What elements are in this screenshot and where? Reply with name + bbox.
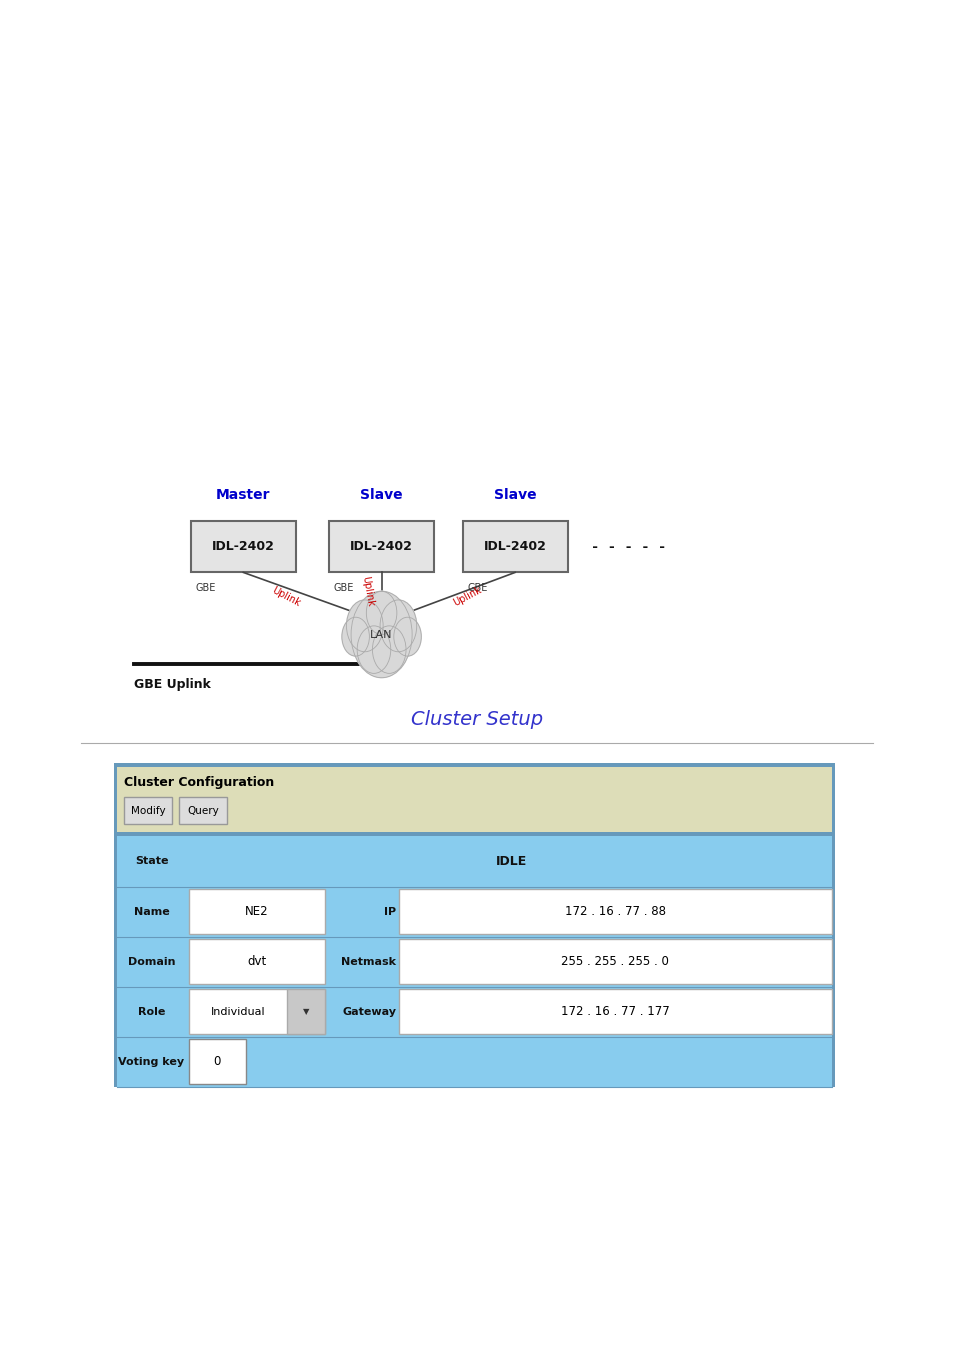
FancyBboxPatch shape bbox=[398, 890, 831, 934]
FancyBboxPatch shape bbox=[398, 940, 831, 984]
FancyBboxPatch shape bbox=[117, 887, 831, 937]
FancyBboxPatch shape bbox=[117, 987, 831, 1037]
Text: Netmask: Netmask bbox=[340, 957, 395, 967]
Text: Individual: Individual bbox=[211, 1007, 265, 1017]
Circle shape bbox=[356, 626, 391, 674]
FancyBboxPatch shape bbox=[398, 990, 831, 1034]
FancyBboxPatch shape bbox=[117, 837, 831, 887]
Text: - - - - -: - - - - - bbox=[591, 540, 666, 553]
FancyBboxPatch shape bbox=[117, 937, 831, 987]
FancyBboxPatch shape bbox=[117, 1038, 186, 1085]
Circle shape bbox=[341, 617, 369, 656]
Text: IDL-2402: IDL-2402 bbox=[483, 540, 546, 553]
Circle shape bbox=[379, 599, 416, 652]
Text: dvt: dvt bbox=[247, 954, 267, 968]
Text: GBE Uplink: GBE Uplink bbox=[133, 678, 211, 691]
Text: IP: IP bbox=[383, 907, 395, 917]
Text: GBE: GBE bbox=[334, 583, 354, 593]
FancyBboxPatch shape bbox=[117, 767, 831, 833]
Text: IDL-2402: IDL-2402 bbox=[350, 540, 413, 553]
Text: LAN: LAN bbox=[370, 629, 393, 640]
Text: Modify: Modify bbox=[131, 806, 165, 815]
FancyBboxPatch shape bbox=[191, 521, 295, 572]
Text: Cluster Configuration: Cluster Configuration bbox=[124, 776, 274, 790]
Text: GBE: GBE bbox=[467, 583, 487, 593]
Text: ▼: ▼ bbox=[303, 1007, 309, 1017]
FancyBboxPatch shape bbox=[329, 521, 434, 572]
FancyBboxPatch shape bbox=[117, 938, 186, 985]
FancyBboxPatch shape bbox=[117, 988, 186, 1035]
FancyBboxPatch shape bbox=[117, 1037, 831, 1087]
Text: 172 . 16 . 77 . 177: 172 . 16 . 77 . 177 bbox=[560, 1006, 669, 1018]
Circle shape bbox=[372, 626, 406, 674]
Circle shape bbox=[351, 591, 412, 678]
FancyBboxPatch shape bbox=[179, 798, 227, 825]
FancyBboxPatch shape bbox=[189, 940, 325, 984]
FancyBboxPatch shape bbox=[124, 798, 172, 825]
Text: Role: Role bbox=[138, 1007, 165, 1017]
Text: Uplink: Uplink bbox=[359, 575, 375, 608]
FancyBboxPatch shape bbox=[117, 838, 186, 886]
Text: 255 . 255 . 255 . 0: 255 . 255 . 255 . 0 bbox=[561, 954, 669, 968]
FancyBboxPatch shape bbox=[189, 1040, 246, 1084]
Text: IDLE: IDLE bbox=[496, 855, 527, 868]
Text: Query: Query bbox=[187, 806, 219, 815]
Circle shape bbox=[394, 617, 421, 656]
FancyBboxPatch shape bbox=[117, 888, 186, 936]
Text: Domain: Domain bbox=[128, 957, 175, 967]
Text: State: State bbox=[134, 856, 168, 867]
Text: 0: 0 bbox=[213, 1056, 221, 1068]
Circle shape bbox=[346, 599, 383, 652]
Text: IDL-2402: IDL-2402 bbox=[212, 540, 274, 553]
Text: Master: Master bbox=[215, 489, 271, 502]
Text: 172 . 16 . 77 . 88: 172 . 16 . 77 . 88 bbox=[564, 904, 665, 918]
Text: Voting key: Voting key bbox=[118, 1057, 185, 1066]
FancyBboxPatch shape bbox=[462, 521, 567, 572]
Text: Uplink: Uplink bbox=[451, 585, 483, 609]
Text: Gateway: Gateway bbox=[342, 1007, 395, 1017]
FancyBboxPatch shape bbox=[189, 990, 325, 1034]
FancyBboxPatch shape bbox=[287, 990, 325, 1034]
FancyBboxPatch shape bbox=[114, 763, 834, 1087]
Text: NE2: NE2 bbox=[245, 904, 269, 918]
Text: Uplink: Uplink bbox=[270, 585, 302, 609]
Text: Name: Name bbox=[133, 907, 170, 917]
Circle shape bbox=[366, 591, 396, 634]
Text: Slave: Slave bbox=[494, 489, 536, 502]
Text: Slave: Slave bbox=[360, 489, 402, 502]
FancyBboxPatch shape bbox=[189, 890, 325, 934]
Text: Cluster Setup: Cluster Setup bbox=[411, 710, 542, 729]
Text: GBE: GBE bbox=[195, 583, 215, 593]
